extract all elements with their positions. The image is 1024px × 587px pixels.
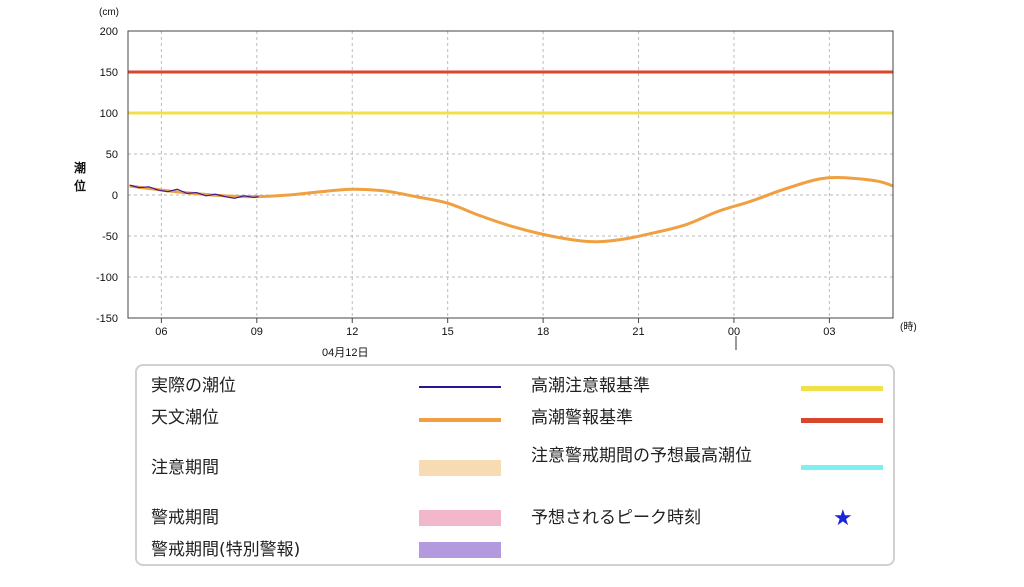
x-tick-label: 09 <box>251 326 263 338</box>
legend: 実際の潮位天文潮位注意期間警戒期間警戒期間(特別警報) 高潮注意報基準 高潮警報基… <box>135 364 895 566</box>
legend-label: 予想されるピーク時刻 <box>531 508 701 528</box>
series-lines <box>129 175 894 244</box>
legend-swatch-line <box>419 386 501 388</box>
y-tick-label: -150 <box>96 313 118 325</box>
legend-label: 注意警戒期間の予想最高潮位 <box>531 446 752 466</box>
legend-swatch-line <box>801 465 883 470</box>
x-tick-label: 12 <box>346 326 358 338</box>
legend-swatch-box <box>419 510 501 526</box>
x-tick-label: 00 <box>728 326 740 338</box>
x-unit-label: (時) <box>900 321 917 333</box>
legend-swatch-box <box>419 460 501 476</box>
actual-tide-line <box>129 184 259 199</box>
y-tick-labels: -150 -100 -50 0 50 100 150 200 <box>96 26 118 325</box>
star-icon: ★ <box>833 506 853 531</box>
legend-label: 注意期間 <box>151 458 219 478</box>
x-tick-label: 15 <box>442 326 454 338</box>
plot-frame <box>127 30 894 319</box>
legend-swatch-line <box>419 418 501 422</box>
svg-text:位: 位 <box>74 178 86 193</box>
x-tick-labels: 06 09 12 15 18 21 00 03 <box>155 318 836 338</box>
x-tick-label: 03 <box>823 326 835 338</box>
legend-label: 実際の潮位 <box>151 376 236 396</box>
y-tick-label: 0 <box>112 190 118 202</box>
y-tick-label: 100 <box>100 108 118 120</box>
y-tick-label: 50 <box>106 149 118 161</box>
legend-swatch-line <box>801 418 883 423</box>
legend-label: 警戒期間 <box>151 508 219 528</box>
tide-chart: (cm) 潮 位 -150 -100 -50 0 50 100 150 200 06 09 12 1… <box>74 7 917 359</box>
legend-swatch-box <box>419 542 501 558</box>
y-tick-label: -100 <box>96 272 118 284</box>
y-unit-label: (cm) <box>99 7 119 18</box>
y-tick-label: 150 <box>100 67 118 79</box>
legend-label: 高潮警報基準 <box>531 408 633 428</box>
legend-label: 天文潮位 <box>151 408 219 428</box>
legend-label: 高潮注意報基準 <box>531 376 650 396</box>
legend-swatch-line <box>801 386 883 391</box>
x-tick-label: 21 <box>632 326 644 338</box>
svg-text:潮: 潮 <box>74 160 86 175</box>
date-label: 04月12日 <box>322 347 368 359</box>
astronomical-tide-line <box>129 175 894 244</box>
y-tick-label: 200 <box>100 26 118 38</box>
y-axis-label: 潮 位 <box>74 160 86 193</box>
y-tick-label: -50 <box>102 231 118 243</box>
grid-lines <box>128 31 893 318</box>
threshold-lines <box>128 70 893 115</box>
x-tick-label: 06 <box>155 326 167 338</box>
x-tick-label: 18 <box>537 326 549 338</box>
legend-label: 警戒期間(特別警報) <box>151 540 301 560</box>
